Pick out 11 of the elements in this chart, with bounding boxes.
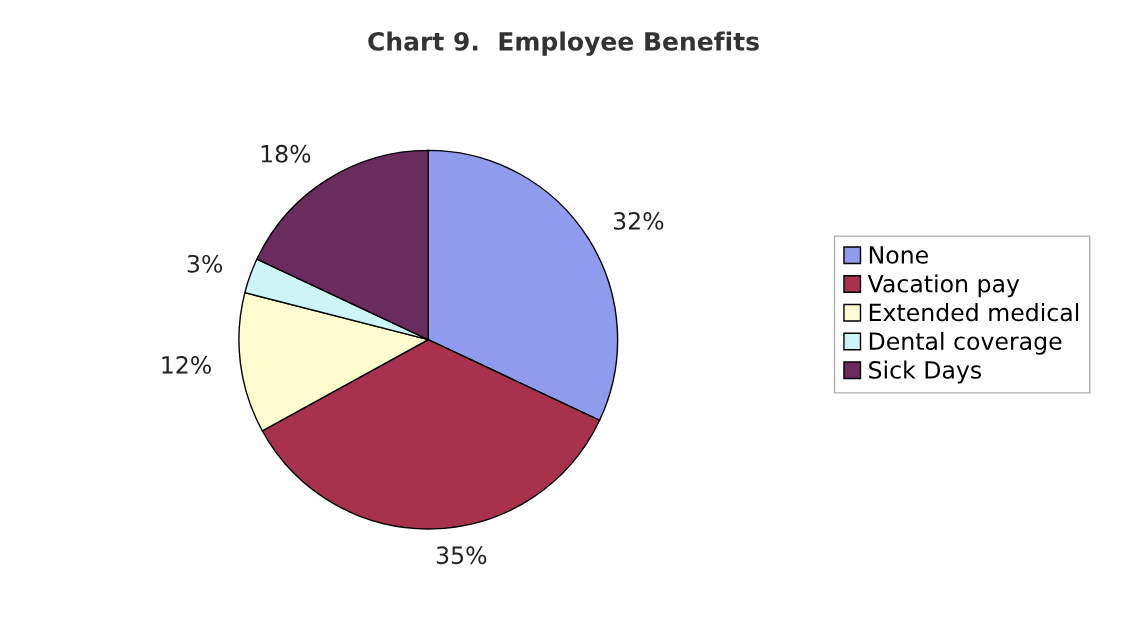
legend-label: Sick Days: [869, 360, 982, 384]
chart-title: Chart 9. Employee Benefits: [368, 31, 759, 56]
legend-label: None: [869, 246, 928, 264]
data-label: 35%: [436, 546, 487, 565]
legend-label: Dental coverage: [869, 331, 1062, 355]
data-label: 18%: [261, 144, 311, 163]
data-label: 12%: [162, 355, 211, 374]
legend-label: Extended medical: [869, 303, 1079, 322]
data-label: 3%: [187, 254, 223, 273]
data-label: 32%: [613, 211, 664, 230]
legend-label: Vacation pay: [867, 274, 1020, 298]
